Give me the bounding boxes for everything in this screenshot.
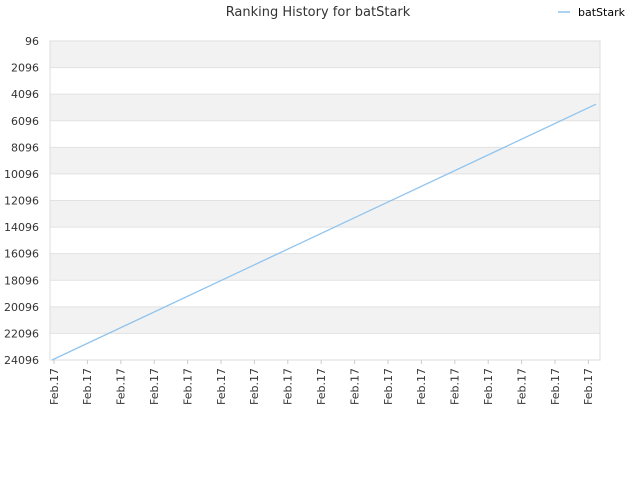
x-tick-label: Feb.17 bbox=[482, 368, 495, 405]
y-tick-label: 12096 bbox=[4, 195, 39, 208]
y-tick-label: 16096 bbox=[4, 248, 39, 261]
grid-band bbox=[50, 67, 600, 95]
x-tick-label: Feb.17 bbox=[382, 368, 395, 405]
series-line bbox=[51, 103, 597, 361]
x-tick-label: Feb.17 bbox=[215, 368, 228, 405]
grid-bands bbox=[49, 40, 601, 361]
grid-band bbox=[50, 200, 600, 228]
x-tick-label: Feb.17 bbox=[348, 368, 361, 405]
grid-band bbox=[50, 173, 600, 201]
grid-band bbox=[50, 306, 600, 334]
x-tick-label: Feb.17 bbox=[181, 368, 194, 405]
y-tick-label: 18096 bbox=[4, 274, 39, 287]
grid-band bbox=[50, 333, 600, 360]
x-tick-label: Feb.17 bbox=[148, 368, 161, 405]
series-lines bbox=[51, 103, 597, 361]
x-tick-label: Feb.17 bbox=[415, 368, 428, 405]
y-tick-label: 24096 bbox=[4, 354, 39, 367]
x-tick-label: Feb.17 bbox=[81, 368, 94, 405]
x-tick-label: Feb.17 bbox=[449, 368, 462, 405]
grid-band bbox=[50, 280, 600, 307]
grid-band bbox=[50, 41, 600, 68]
x-tick-label: Feb.17 bbox=[282, 368, 295, 405]
y-tick-label: 20096 bbox=[4, 301, 39, 314]
plot-border bbox=[49, 40, 601, 361]
legend[interactable]: batStark bbox=[558, 6, 626, 19]
grid-band bbox=[50, 120, 600, 148]
y-tick-label: 8096 bbox=[11, 141, 39, 154]
y-tick-label: 10096 bbox=[4, 168, 39, 181]
x-tick-label: Feb.17 bbox=[48, 368, 61, 405]
y-tick-label: 14096 bbox=[4, 221, 39, 234]
y-axis: 96 2096 4096 6096 8096 10096 12096 14096 16096 18… bbox=[4, 35, 39, 367]
grid-band bbox=[50, 253, 600, 281]
x-axis: Feb.17 Feb.17 Feb.17 Feb.17 Feb.17 Feb.17 Feb.… bbox=[48, 360, 595, 405]
grid-band bbox=[50, 147, 600, 174]
x-tick-label: Feb.17 bbox=[515, 368, 528, 405]
chart-title: Ranking History for batStark bbox=[226, 5, 411, 20]
legend-label: batStark bbox=[578, 6, 626, 19]
x-tick-label: Feb.17 bbox=[315, 368, 328, 405]
x-tick-label: Feb.17 bbox=[248, 368, 261, 405]
y-tick-label: 6096 bbox=[11, 115, 39, 128]
x-tick-label: Feb.17 bbox=[549, 368, 562, 405]
x-tick-label: Feb.17 bbox=[115, 368, 128, 405]
x-tick-label: Feb.17 bbox=[582, 368, 595, 405]
y-tick-label: 2096 bbox=[11, 62, 39, 75]
y-tick-label: 96 bbox=[25, 35, 39, 48]
grid-band bbox=[50, 94, 600, 121]
y-tick-label: 22096 bbox=[4, 327, 39, 340]
y-tick-label: 4096 bbox=[11, 88, 39, 101]
